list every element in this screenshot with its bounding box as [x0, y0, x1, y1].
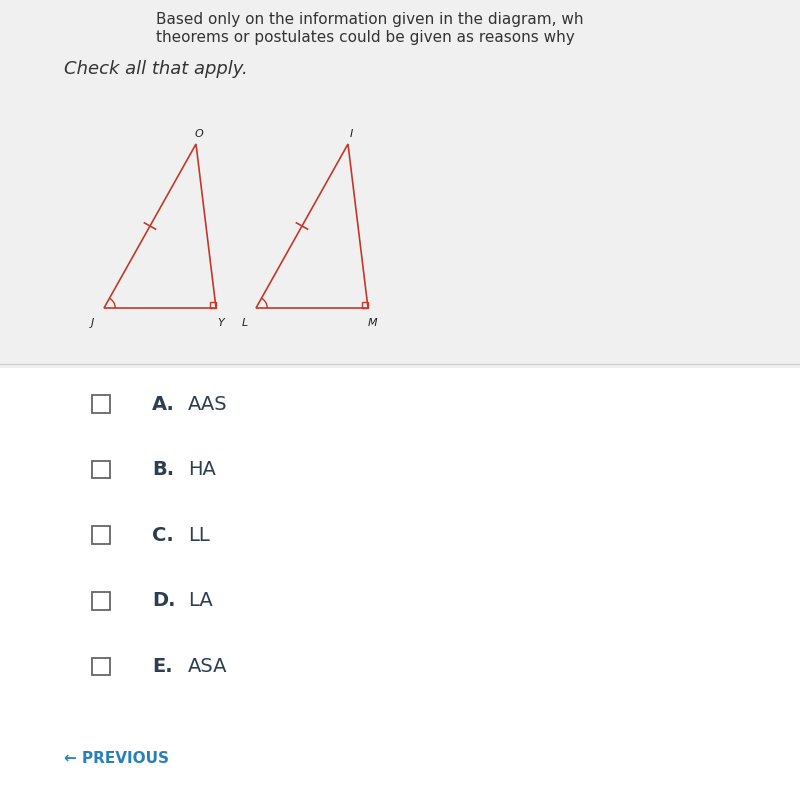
- Text: Based only on the information given in the diagram, wh: Based only on the information given in t…: [156, 12, 583, 27]
- Text: I: I: [350, 130, 353, 139]
- Text: B.: B.: [152, 460, 174, 479]
- Text: Y: Y: [218, 318, 224, 328]
- Text: LA: LA: [188, 591, 213, 610]
- Text: D.: D.: [152, 591, 175, 610]
- Text: J: J: [91, 318, 94, 328]
- Text: HA: HA: [188, 460, 216, 479]
- Text: C.: C.: [152, 526, 174, 545]
- Text: L: L: [242, 318, 248, 328]
- Text: Check all that apply.: Check all that apply.: [64, 60, 248, 78]
- Text: O: O: [194, 130, 203, 139]
- Text: E.: E.: [152, 657, 173, 676]
- FancyBboxPatch shape: [0, 368, 800, 800]
- Text: ← PREVIOUS: ← PREVIOUS: [64, 751, 169, 766]
- Text: LL: LL: [188, 526, 210, 545]
- Text: ASA: ASA: [188, 657, 227, 676]
- Text: M: M: [368, 318, 378, 328]
- Text: AAS: AAS: [188, 394, 228, 414]
- Text: A.: A.: [152, 394, 175, 414]
- Text: theorems or postulates could be given as reasons why: theorems or postulates could be given as…: [156, 30, 574, 45]
